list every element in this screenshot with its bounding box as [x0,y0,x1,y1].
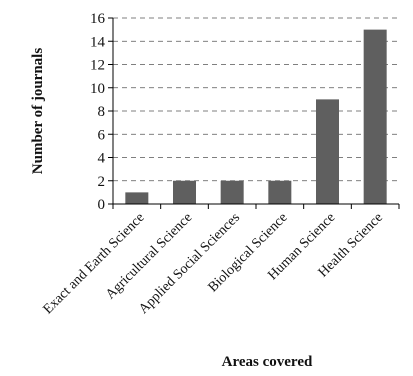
bar [363,29,387,204]
bars [125,29,387,204]
y-axis-title: Number of journals [30,48,46,175]
y-tick-label: 6 [98,127,106,143]
bar [125,192,149,204]
y-ticks: 0 2 4 6 8 10 12 14 16 [90,11,113,213]
bar [268,180,292,204]
bar [316,99,339,204]
bar [173,180,196,204]
y-tick-label: 2 [98,174,106,190]
y-tick-label: 12 [90,58,105,74]
y-tick-label: 10 [90,81,105,97]
y-tick-label: 4 [98,151,106,167]
gridlines [113,17,399,182]
x-tick-label: Agricultural Science [103,210,195,302]
y-tick-label: 0 [98,197,106,213]
y-tick-label: 8 [98,104,106,120]
bar [220,180,244,204]
x-axis-title: Areas covered [222,354,313,370]
y-tick-label: 16 [90,11,106,27]
y-tick-label: 14 [90,34,106,50]
